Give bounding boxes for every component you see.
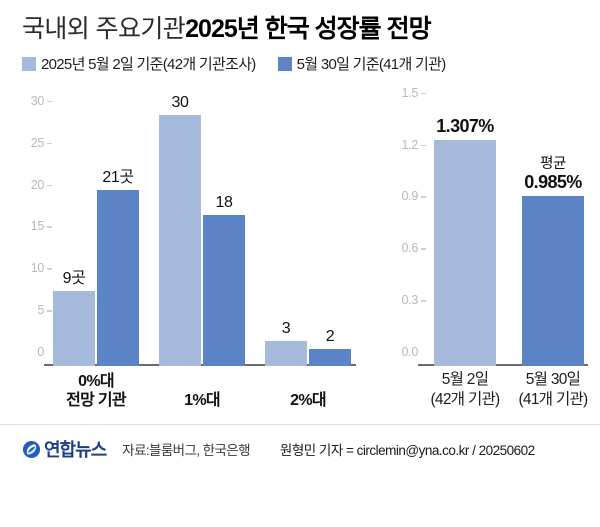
reporter-credit: 원형민 기자 = circlemin@yna.co.kr / 20250602: [279, 443, 535, 458]
bar-category-group: 1.307%: [424, 98, 506, 366]
title-main: 2025년 한국 성장률 전망: [185, 15, 431, 43]
x-axis-label: 2%대: [290, 392, 326, 409]
infographic-header: 국내외 주요기관2025년 한국 성장률 전망 2025년 5월 2일 기준(4…: [0, 0, 600, 74]
bar: [265, 340, 307, 366]
plot-area-left: 0 5 10 15 20 25 30 9곳 21곳 30 18 3 2: [8, 94, 356, 366]
charts-container: 0 5 10 15 20 25 30 9곳 21곳 30 18 3 2 0%대 전망 기관 1%대 2%대 …: [0, 80, 600, 410]
bar: [309, 349, 351, 366]
yonhap-logo: 연합뉴스: [22, 436, 107, 462]
y-tick-label: 25: [8, 136, 52, 150]
x-axis-label: 5월 2일 (42개 기관): [430, 371, 500, 408]
y-tick-label: 20: [8, 178, 52, 192]
y-tick-label: 10: [8, 261, 52, 275]
y-tick-label: 1.2: [378, 138, 426, 152]
y-tick-label: 30: [8, 94, 52, 108]
x-axis-label: 1%대: [184, 392, 220, 409]
bar-value-label: 21곳: [102, 169, 134, 187]
yonhap-emblem-icon: [22, 440, 41, 458]
y-tick-label: 0: [37, 345, 44, 359]
source-note: 자료:블룸버그, 한국은행: [122, 443, 250, 458]
y-tick-label: 0.9: [378, 189, 426, 203]
legend-item-may2: 2025년 5월 2일 기준(42개 기관조사): [22, 53, 256, 74]
chart-average-forecast: 0.0 0.3 0.6 0.9 1.2 1.5 1.307% 평균 0.985% 5월 2일(…: [378, 80, 592, 410]
y-tick-label: 5: [8, 303, 52, 317]
brand-name: 연합뉴스: [44, 440, 107, 460]
legend-swatch-may2: [22, 56, 36, 71]
infographic-footer: 연합뉴스 자료:블룸버그, 한국은행 원형민 기자 = circlemin@yn…: [0, 436, 600, 462]
plot-area-right: 0.0 0.3 0.6 0.9 1.2 1.5 1.307% 평균 0.985%: [378, 86, 592, 366]
bar-category-group: 30 18: [154, 94, 250, 366]
y-tick-label: 0.0: [401, 345, 419, 359]
bar-value-label: 2: [325, 328, 335, 346]
title-prefix: 국내외 주요기관: [22, 15, 186, 43]
legend-label-may30: 5월 30일 기준(41개 기관): [296, 56, 447, 73]
chart-institution-count: 0 5 10 15 20 25 30 9곳 21곳 30 18 3 2 0%대 전망 기관 1%대 2%대: [8, 80, 356, 410]
bar-value-label: 3: [281, 319, 291, 337]
bar-group-right: 1.307% 평균 0.985%: [418, 98, 588, 366]
bar: [159, 114, 201, 366]
bar: [203, 215, 245, 366]
bar-value-label: 9곳: [62, 269, 86, 287]
bar-group-left: 9곳 21곳 30 18 3 2: [44, 94, 356, 366]
x-axis-label: 0%대 전망 기관: [66, 373, 127, 409]
bar-value-label: 30: [171, 93, 189, 111]
bar: [522, 195, 584, 366]
bar-category-group: 9곳 21곳: [48, 98, 144, 366]
x-axis-label: 5월 30일 (41개 기관): [518, 371, 588, 408]
chart-legend: 2025년 5월 2일 기준(42개 기관조사) 5월 30일 기준(41개 기…: [22, 53, 600, 74]
bar: [53, 290, 95, 366]
y-tick-label: 0.6: [378, 241, 426, 255]
x-axis-baseline-right: [418, 363, 588, 366]
legend-label-may2: 2025년 5월 2일 기준(42개 기관조사): [41, 56, 256, 73]
bar: [434, 140, 496, 366]
legend-item-may30: 5월 30일 기준(41개 기관): [277, 53, 447, 74]
bar-value-label: 1.307%: [436, 116, 494, 137]
legend-swatch-may30: [277, 56, 292, 71]
bar-value-label: 18: [215, 194, 233, 212]
bar-category-group: 평균 0.985%: [512, 98, 594, 366]
bar: [97, 190, 139, 366]
y-tick-label: 0.3: [378, 293, 426, 307]
page-title: 국내외 주요기관2025년 한국 성장률 전망: [22, 14, 600, 44]
y-tick-label: 1.5: [378, 86, 426, 100]
bar-value-label: 평균 0.985%: [508, 152, 598, 193]
y-tick-label: 15: [8, 219, 52, 233]
bar-value-prefix: 평균: [540, 155, 566, 172]
footer-divider: [0, 424, 600, 425]
